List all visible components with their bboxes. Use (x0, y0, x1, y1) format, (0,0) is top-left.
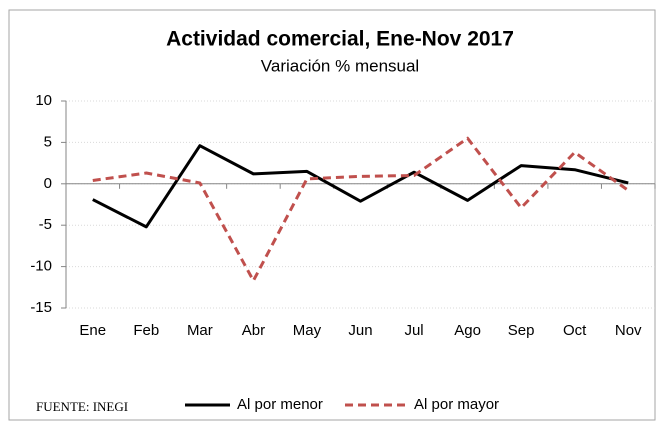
x-tick-label: Oct (563, 322, 587, 339)
y-tick-label: -15 (30, 299, 52, 316)
legend-label: Al por mayor (414, 396, 499, 413)
x-tick-label: Sep (508, 322, 535, 339)
series-line (92, 144, 629, 229)
x-tick-label: Jun (348, 322, 372, 339)
source: FUENTE: INEGI (36, 399, 128, 414)
legend-label: Al por menor (237, 396, 323, 413)
y-tick-label: 10 (35, 92, 52, 109)
chart-title: Actividad comercial, Ene-Nov 2017 (166, 28, 514, 51)
chart-subtitle: Variación % mensual (261, 56, 419, 75)
y-tick-label: 0 (44, 175, 52, 192)
y-tick-label: -10 (30, 258, 52, 275)
chart-frame (8, 9, 656, 421)
y-tick-label: 5 (44, 133, 52, 150)
x-tick-label: Abr (242, 322, 265, 339)
x-tick-label: Ago (454, 322, 481, 339)
x-tick-label: May (293, 322, 322, 339)
x-tick-label: Feb (133, 322, 159, 339)
x-tick-label: Nov (615, 322, 642, 339)
x-tick-label: Jul (404, 322, 423, 339)
x-tick-label: Ene (79, 322, 106, 339)
x-tick-label: Mar (187, 322, 213, 339)
y-tick-label: -5 (39, 216, 52, 233)
